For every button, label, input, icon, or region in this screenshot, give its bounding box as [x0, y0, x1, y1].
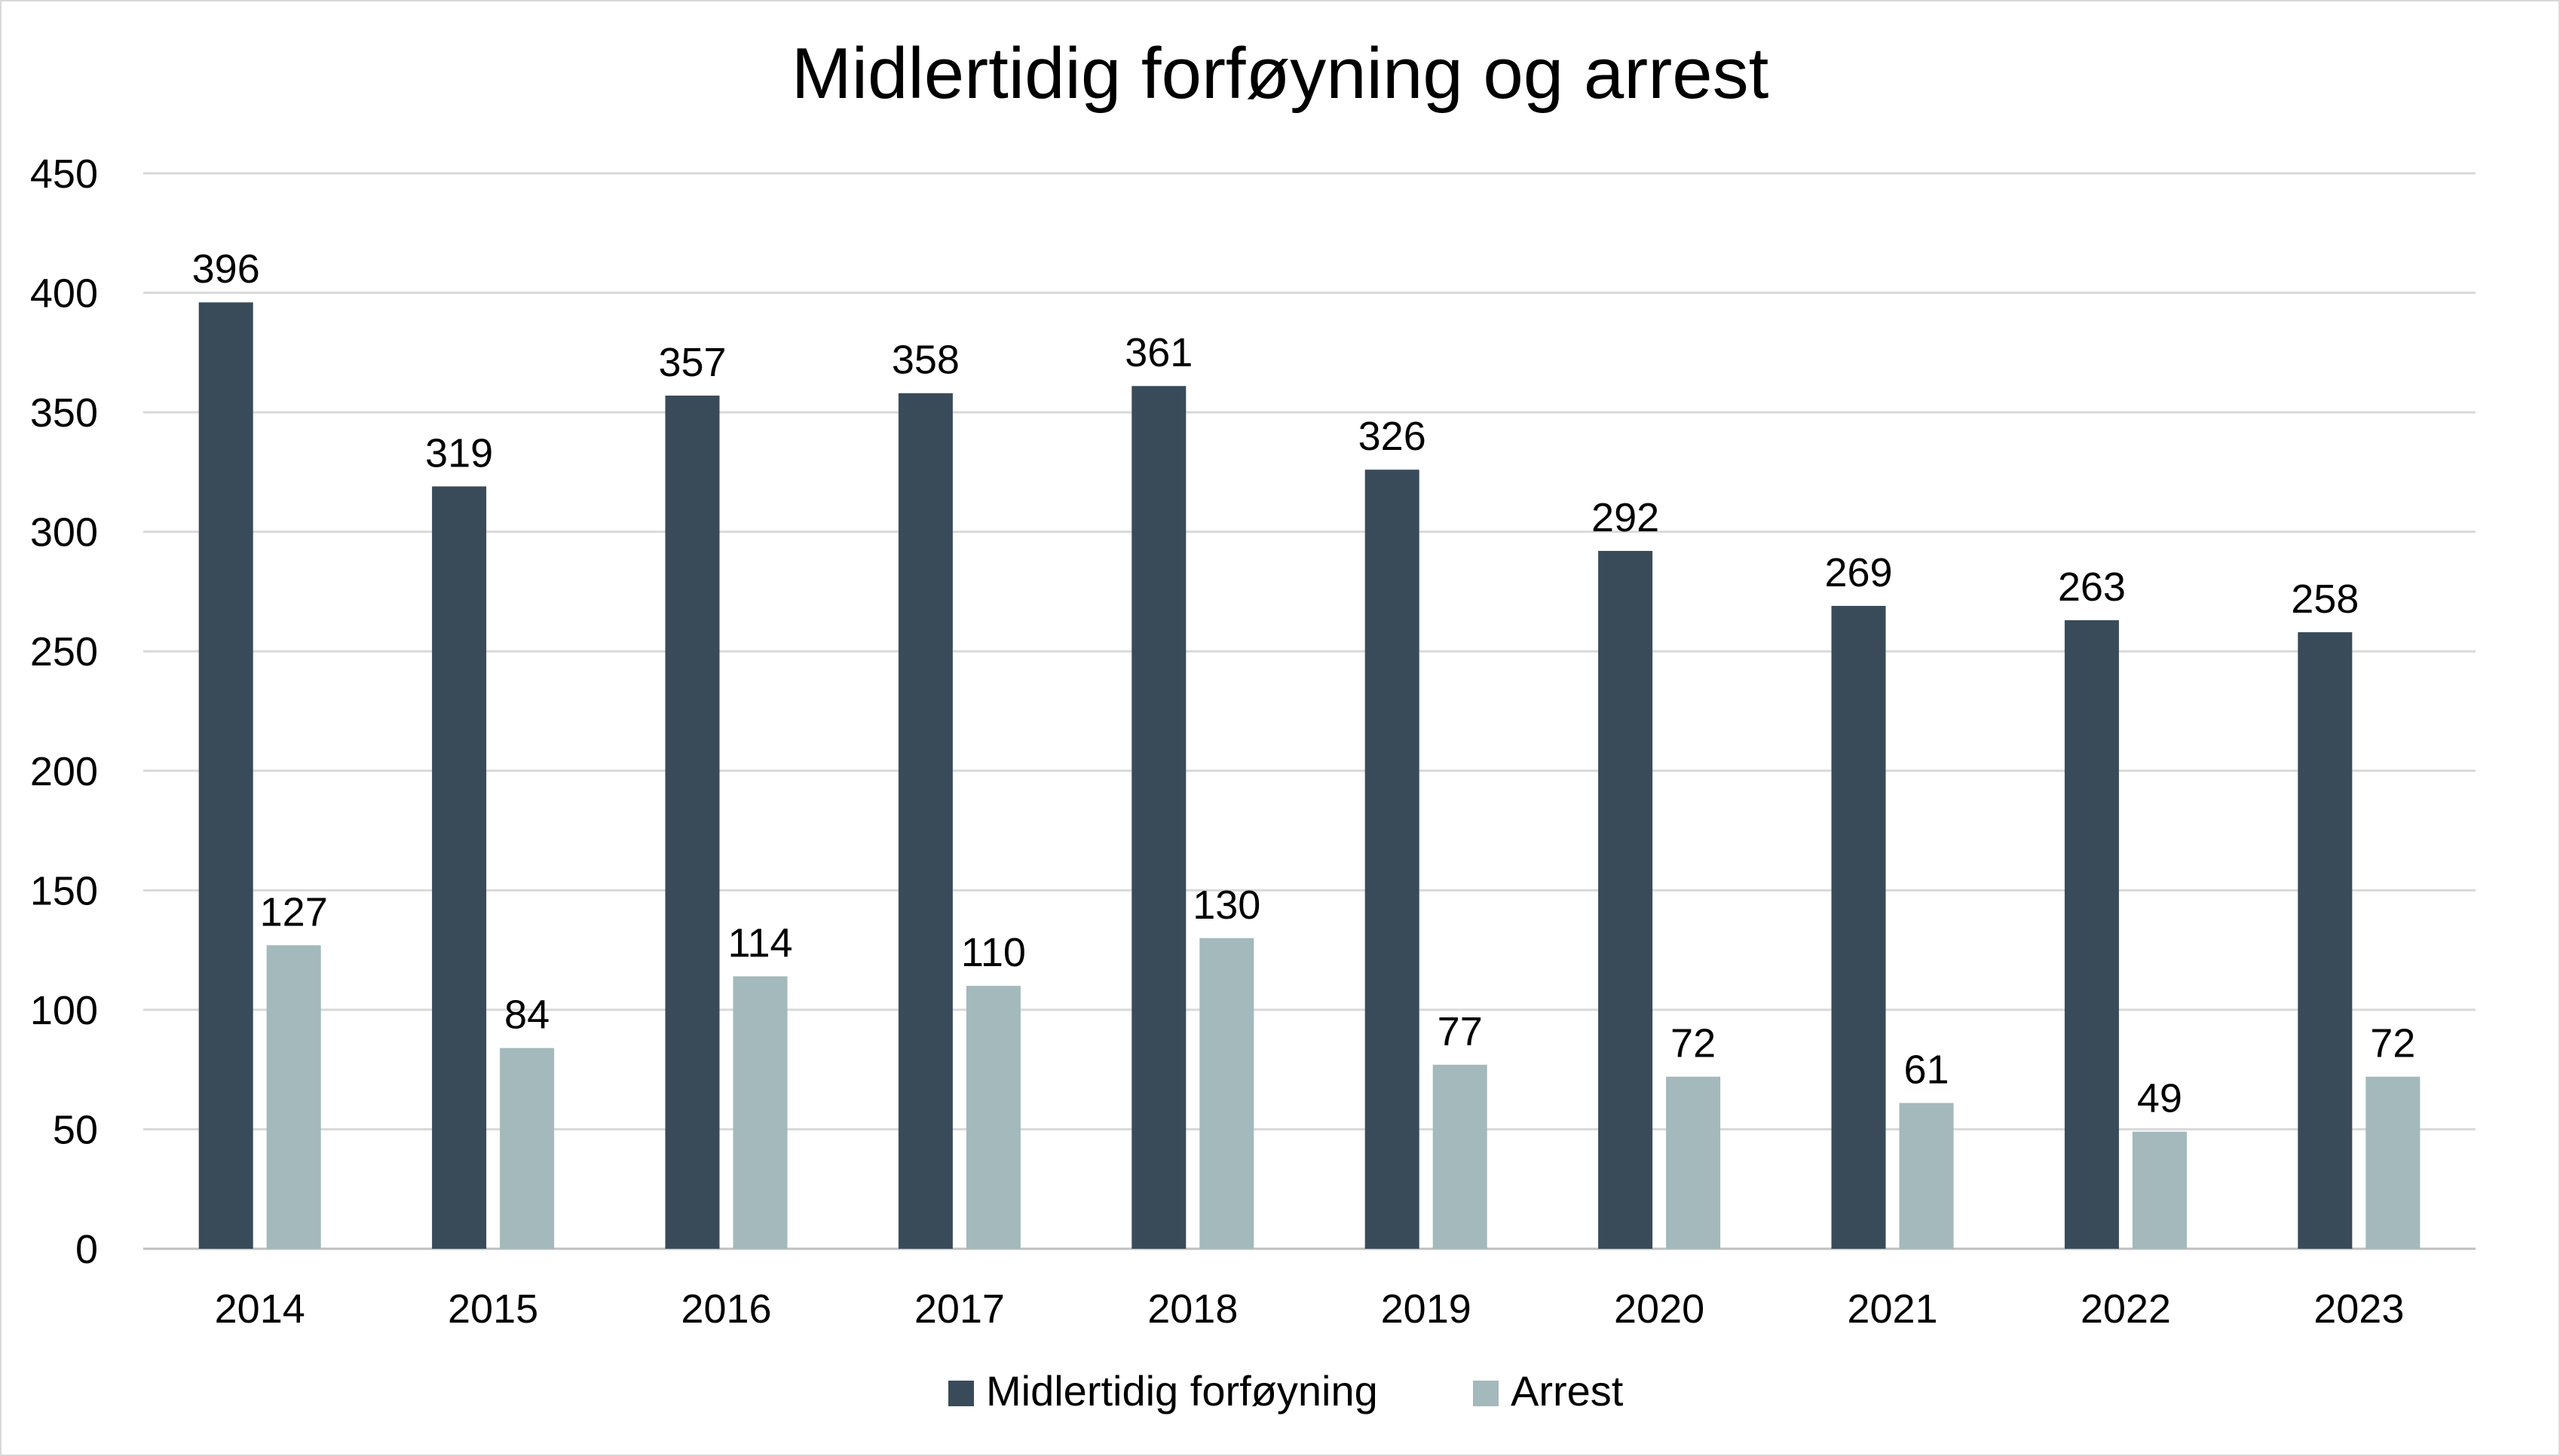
x-tick-label: 2017 — [914, 1286, 1005, 1332]
bar-midlertidig-forfoyning-2022 — [2064, 619, 2119, 1249]
data-label-arrest-2019: 77 — [1438, 1009, 1483, 1054]
data-label-arrest-2017: 110 — [961, 930, 1026, 975]
x-tick-label: 2023 — [2313, 1286, 2404, 1332]
y-tick-label: 250 — [30, 629, 98, 674]
bar-arrest-2021 — [1899, 1103, 1954, 1249]
data-label-midlertidig-forfoyning-2018: 361 — [1125, 330, 1193, 375]
x-tick-label: 2018 — [1147, 1286, 1238, 1332]
bar-arrest-2019 — [1432, 1064, 1487, 1249]
x-tick-label: 2022 — [2081, 1286, 2171, 1332]
data-label-midlertidig-forfoyning-2019: 326 — [1358, 414, 1426, 459]
bar-arrest-2022 — [2132, 1131, 2187, 1249]
bar-midlertidig-forfoyning-2017 — [898, 393, 953, 1250]
x-tick-label: 2014 — [215, 1286, 305, 1332]
data-label-midlertidig-forfoyning-2021: 269 — [1824, 550, 1892, 595]
x-tick-label: 2015 — [448, 1286, 538, 1332]
data-label-midlertidig-forfoyning-2015: 319 — [425, 430, 493, 476]
bars — [198, 302, 2421, 1250]
x-axis-ticks: 2014 2015 2016 2017 2018 2019 2020 2021 2022 2023 — [215, 1286, 2405, 1332]
bar-midlertidig-forfoyning-2016 — [665, 395, 720, 1249]
legend-swatch-midlertidig-forfoyning — [948, 1381, 974, 1406]
y-tick-label: 300 — [30, 510, 98, 555]
bar-arrest-2016 — [733, 976, 788, 1249]
bar-arrest-2015 — [500, 1048, 555, 1249]
data-label-arrest-2015: 84 — [504, 993, 550, 1038]
bar-arrest-2018 — [1199, 938, 1254, 1249]
data-label-midlertidig-forfoyning-2017: 358 — [892, 338, 960, 383]
data-label-arrest-2014: 127 — [260, 889, 328, 934]
gridlines — [143, 172, 2476, 1250]
x-tick-label: 2019 — [1381, 1286, 1471, 1332]
legend-swatch-arrest — [1473, 1381, 1499, 1406]
legend-label-midlertidig-forfoyning: Midlertidig forføyning — [986, 1367, 1378, 1415]
chart-title: Midlertidig forføyning og arrest — [792, 33, 1769, 114]
data-label-midlertidig-forfoyning-2016: 357 — [658, 340, 726, 385]
data-label-arrest-2016: 114 — [727, 920, 792, 965]
data-label-midlertidig-forfoyning-2022: 263 — [2058, 564, 2126, 610]
legend: Midlertidig forføyning Arrest — [948, 1367, 1624, 1415]
y-tick-label: 200 — [30, 749, 98, 794]
bar-midlertidig-forfoyning-2018 — [1131, 386, 1187, 1249]
bar-midlertidig-forfoyning-2023 — [2298, 632, 2353, 1249]
x-tick-label: 2016 — [681, 1286, 771, 1332]
y-tick-label: 100 — [30, 988, 98, 1033]
bar-arrest-2014 — [266, 945, 321, 1249]
data-label-arrest-2018: 130 — [1193, 882, 1260, 928]
data-label-arrest-2022: 49 — [2137, 1076, 2182, 1121]
y-tick-label: 150 — [30, 868, 98, 913]
y-tick-label: 450 — [30, 151, 98, 197]
data-label-arrest-2023: 72 — [2370, 1021, 2415, 1066]
y-tick-label: 350 — [30, 390, 98, 436]
y-tick-label: 0 — [75, 1227, 98, 1272]
bar-arrest-2017 — [966, 986, 1021, 1249]
bar-arrest-2023 — [2366, 1076, 2421, 1249]
x-tick-label: 2021 — [1847, 1286, 1937, 1332]
data-label-arrest-2021: 61 — [1903, 1048, 1949, 1093]
bar-midlertidig-forfoyning-2019 — [1364, 470, 1419, 1249]
bar-midlertidig-forfoyning-2020 — [1598, 551, 1653, 1249]
bar-midlertidig-forfoyning-2015 — [432, 486, 487, 1249]
data-labels: 396 127 319 84 357 114 358 110 361 130 326 77 292 72 2… — [192, 246, 2416, 1121]
x-tick-label: 2020 — [1614, 1286, 1704, 1332]
data-label-midlertidig-forfoyning-2023: 258 — [2291, 577, 2359, 622]
legend-label-arrest: Arrest — [1511, 1367, 1624, 1415]
bar-midlertidig-forfoyning-2014 — [198, 302, 253, 1249]
data-label-midlertidig-forfoyning-2014: 396 — [192, 246, 260, 292]
bar-midlertidig-forfoyning-2021 — [1831, 605, 1886, 1249]
y-tick-label: 400 — [30, 271, 98, 317]
data-label-midlertidig-forfoyning-2020: 292 — [1591, 495, 1659, 540]
bar-arrest-2020 — [1666, 1076, 1721, 1249]
y-axis-ticks: 0 50 100 150 200 250 300 350 400 450 — [30, 151, 98, 1272]
y-tick-label: 50 — [53, 1107, 98, 1152]
data-label-arrest-2020: 72 — [1670, 1021, 1716, 1066]
